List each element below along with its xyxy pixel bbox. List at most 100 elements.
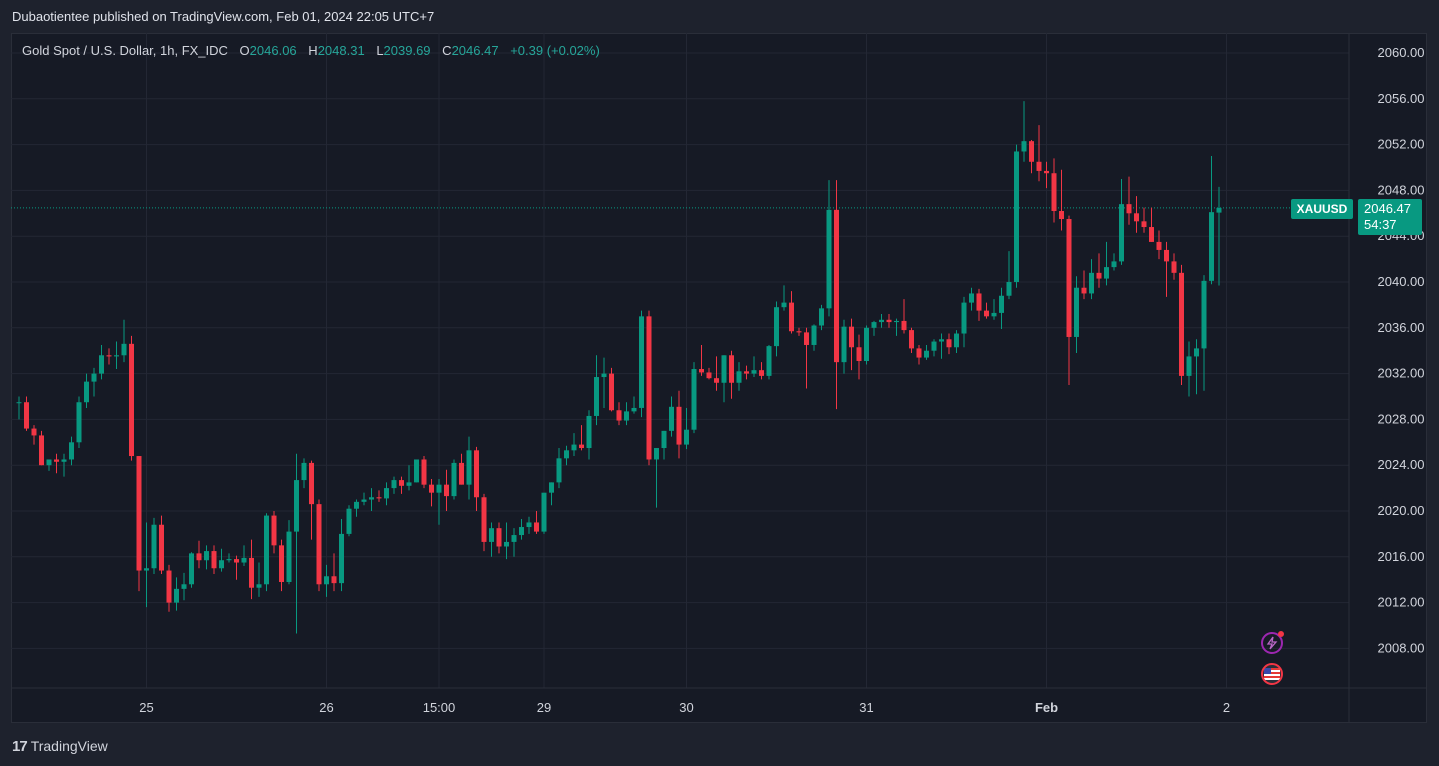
candle-up <box>264 515 269 585</box>
candle-down <box>901 320 907 331</box>
candle-down <box>976 293 982 311</box>
candle-up <box>879 319 884 323</box>
candle-down <box>196 553 202 561</box>
candle-down <box>729 355 734 383</box>
candle-up <box>369 497 374 500</box>
candle-up <box>1089 272 1094 294</box>
candle-down <box>1141 221 1147 228</box>
candle-up <box>346 508 352 534</box>
candle-down <box>481 497 487 542</box>
last-price: 2046.47 <box>1364 201 1411 216</box>
candle-up <box>766 346 772 376</box>
candle-up <box>121 343 127 356</box>
candle-up <box>226 559 232 561</box>
candle-up <box>189 553 194 585</box>
candle-down <box>609 373 614 411</box>
candle-up <box>384 488 389 499</box>
candle-up <box>1216 207 1222 213</box>
candle-up <box>721 355 727 383</box>
candle-down <box>474 450 479 498</box>
candle-up <box>736 371 742 383</box>
change-value: +0.39 (+0.02%) <box>510 43 600 58</box>
candle-up <box>774 307 779 347</box>
candle-up <box>1119 204 1124 262</box>
candle-up <box>871 322 877 328</box>
bar-countdown: 54:37 <box>1364 217 1397 232</box>
candle-down <box>1149 227 1154 242</box>
candle-down <box>316 504 322 585</box>
candle-down <box>54 459 59 462</box>
candle-down <box>1029 141 1034 162</box>
candle-up <box>354 501 359 509</box>
candle-up <box>991 312 997 317</box>
candle-up <box>466 450 472 485</box>
y-tick-label: 2040.00 <box>1378 274 1425 289</box>
candle-down <box>646 316 652 460</box>
lightning-icon[interactable] <box>1261 631 1284 654</box>
x-tick-label: 15:00 <box>423 700 456 715</box>
last-price-tag: 2046.47 54:37 <box>1358 199 1422 235</box>
candle-up <box>16 402 22 404</box>
candle-down <box>309 462 314 505</box>
candle-up <box>504 541 509 547</box>
candle-up <box>684 429 689 445</box>
candle-up <box>924 350 929 358</box>
candle-up <box>631 407 637 412</box>
candle-up <box>339 533 344 584</box>
candle-up <box>819 308 824 326</box>
us-flag-icon[interactable] <box>1261 663 1283 685</box>
candle-down <box>211 551 217 569</box>
candle-up <box>661 430 667 449</box>
candle-up <box>1209 212 1214 281</box>
candle-up <box>811 325 817 345</box>
candle-up <box>601 373 607 378</box>
candle-up <box>204 551 209 561</box>
candle-up <box>519 527 524 536</box>
candle-up <box>114 355 119 357</box>
x-tick-label: 29 <box>537 700 551 715</box>
candle-up <box>76 402 82 443</box>
candle-up <box>391 480 397 489</box>
candle-down <box>234 559 239 563</box>
candle-up <box>1006 282 1012 296</box>
x-tick-label: 25 <box>139 700 153 715</box>
candle-down <box>676 406 682 445</box>
candle-up <box>594 377 599 416</box>
candle-down <box>129 343 134 457</box>
candle-down <box>714 378 719 383</box>
candle-up <box>691 369 697 430</box>
x-tick-label: 26 <box>319 700 333 715</box>
candle-down <box>616 410 622 421</box>
candle-down <box>804 332 809 345</box>
candle-up <box>541 492 547 532</box>
candle-down <box>789 302 794 332</box>
candle-up <box>841 326 847 363</box>
x-tick-label: Feb <box>1035 700 1058 715</box>
y-tick-label: 2024.00 <box>1378 457 1425 472</box>
y-tick-label: 2032.00 <box>1378 366 1425 381</box>
published-header: Dubaotientee published on TradingView.co… <box>12 9 435 24</box>
symbol-price-tag: XAUUSD <box>1291 199 1353 219</box>
close-label: C <box>442 43 452 58</box>
candle-up <box>241 557 247 563</box>
tradingview-footer[interactable]: 17 TradingView <box>12 734 108 758</box>
tradingview-logo-icon: 17 <box>12 737 28 755</box>
candle-up <box>961 302 967 334</box>
candle-up <box>564 450 569 459</box>
candle-down <box>1126 204 1132 214</box>
candle-down <box>1044 170 1049 174</box>
candle-up <box>826 209 832 309</box>
candle-down <box>376 497 382 499</box>
candle-up <box>511 535 517 542</box>
price-chart[interactable]: 2060.002056.002052.002048.002044.002040.… <box>11 33 1427 723</box>
candle-down <box>459 462 464 485</box>
candle-up <box>781 302 787 308</box>
candle-up <box>61 459 67 462</box>
candle-down <box>331 576 337 584</box>
candle-up <box>1194 348 1199 357</box>
open-value: 2046.06 <box>249 43 297 58</box>
candle-down <box>834 209 839 363</box>
candle-down <box>1081 287 1087 294</box>
candle-down <box>271 515 277 546</box>
candle-up <box>256 584 262 588</box>
